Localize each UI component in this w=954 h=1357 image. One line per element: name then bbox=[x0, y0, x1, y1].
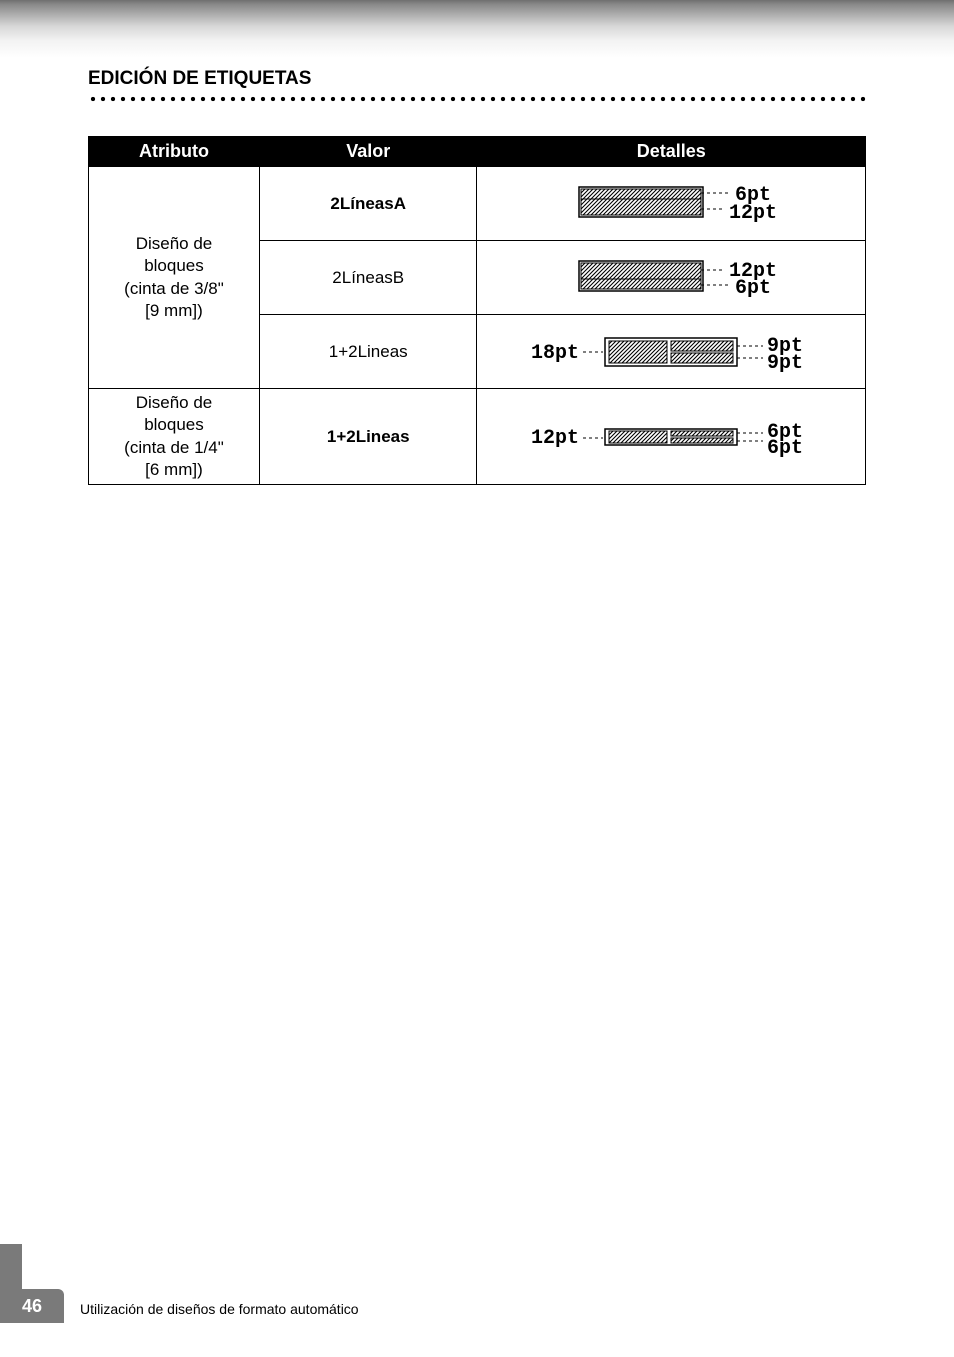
svg-text:6pt: 6pt bbox=[767, 437, 803, 459]
svg-text:6pt: 6pt bbox=[735, 277, 771, 300]
diagram-2lineasA: 6pt 12pt bbox=[477, 167, 866, 241]
attributes-table: Atributo Valor Detalles Diseño de bloque… bbox=[88, 136, 866, 485]
attr-9mm: Diseño de bloques (cinta de 3/8" [9 mm]) bbox=[89, 167, 260, 389]
val-1plus2-9mm: 1+2Lineas bbox=[259, 315, 477, 389]
th-valor: Valor bbox=[259, 137, 477, 167]
diagram-1plus2-9mm: 18pt 9pt 9pt bbox=[477, 315, 866, 389]
val-1plus2-6mm: 1+2Lineas bbox=[259, 389, 477, 485]
val-2lineasB: 2LíneasB bbox=[259, 241, 477, 315]
diagram-1plus2-6mm: 12pt 6pt 6pt bbox=[477, 389, 866, 485]
th-atributo: Atributo bbox=[89, 137, 260, 167]
footer-caption: Utilización de diseños de formato automá… bbox=[80, 1301, 359, 1317]
attr-6mm: Diseño de bloques (cinta de 1/4" [6 mm]) bbox=[89, 389, 260, 485]
diagram-2lineasB: 12pt 6pt bbox=[477, 241, 866, 315]
svg-text:18pt: 18pt bbox=[531, 342, 579, 365]
section-divider bbox=[88, 96, 866, 102]
header-banner bbox=[0, 0, 954, 58]
svg-text:12pt: 12pt bbox=[729, 202, 777, 225]
svg-text:12pt: 12pt bbox=[531, 427, 579, 450]
th-detalles: Detalles bbox=[477, 137, 866, 167]
page-number: 46 bbox=[22, 1296, 42, 1317]
page-number-tab: 46 bbox=[0, 1289, 64, 1323]
page-side-stub bbox=[0, 1244, 22, 1290]
section-title: EDICIÓN DE ETIQUETAS bbox=[88, 68, 866, 90]
val-2lineasA: 2LíneasA bbox=[259, 167, 477, 241]
svg-text:9pt: 9pt bbox=[767, 352, 803, 375]
